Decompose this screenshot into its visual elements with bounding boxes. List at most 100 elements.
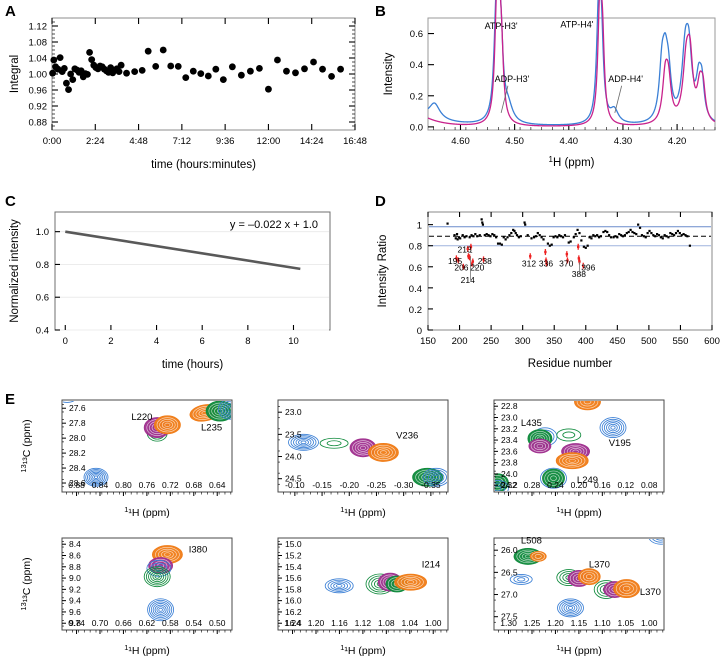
nmr-subplot-E3: 22.823.0 23.223.423.6 23.824.024.20.32 0.28… bbox=[493, 399, 665, 520]
data-point bbox=[508, 234, 511, 237]
data-point bbox=[515, 234, 519, 237]
x-tick-label: -0.35 bbox=[421, 480, 441, 490]
panel-d-label: D bbox=[375, 193, 386, 210]
data-point bbox=[588, 236, 591, 239]
y-tick-label: 0.4 bbox=[409, 284, 422, 295]
data-point bbox=[228, 63, 236, 71]
residue-annotation: 206 bbox=[454, 262, 468, 272]
data-point bbox=[688, 244, 692, 247]
contour-area bbox=[288, 433, 447, 487]
y-tick-label: 23.4 bbox=[501, 435, 518, 445]
nmr-contour bbox=[153, 415, 181, 435]
data-point bbox=[197, 70, 205, 77]
data-point bbox=[56, 54, 64, 61]
x-tick-label: 1.20 bbox=[547, 618, 564, 628]
data-point bbox=[453, 234, 456, 237]
x-tick-label: 16:48 bbox=[343, 136, 367, 147]
nmr-contour bbox=[63, 401, 75, 403]
data-point bbox=[167, 62, 175, 70]
data-point bbox=[544, 250, 547, 254]
data-point bbox=[131, 68, 139, 75]
nmr-contour bbox=[495, 482, 506, 491]
data-point bbox=[655, 233, 659, 236]
x-tick-label: 0.24 bbox=[547, 480, 564, 490]
x-tick-label: 2:24 bbox=[86, 136, 105, 147]
data-point bbox=[657, 234, 661, 237]
x-axis-title: 1¹H (ppm) bbox=[340, 643, 386, 658]
data-point bbox=[50, 56, 58, 64]
data-point bbox=[554, 235, 557, 238]
data-point bbox=[638, 226, 642, 229]
data-point bbox=[577, 257, 581, 260]
peak-label: I380 bbox=[189, 545, 208, 556]
data-point bbox=[485, 233, 488, 236]
nmr-contour bbox=[85, 469, 107, 486]
y-tick-label: 9.4 bbox=[69, 596, 81, 606]
x-tick-label: 2 bbox=[108, 336, 113, 347]
data-point bbox=[49, 69, 57, 77]
x-axis-title: 1¹H (ppm) bbox=[556, 643, 602, 658]
x-tick-label: 4.60 bbox=[451, 136, 470, 147]
data-point bbox=[524, 223, 527, 226]
nmr-contour bbox=[222, 402, 231, 416]
nmr-contour bbox=[561, 601, 580, 615]
x-tick-label: 550 bbox=[673, 336, 689, 347]
x-tick-label: 4.30 bbox=[614, 136, 633, 147]
nmr-contour bbox=[555, 452, 589, 470]
data-point bbox=[606, 230, 609, 234]
x-tick-label: 400 bbox=[578, 336, 594, 347]
data-point bbox=[682, 233, 685, 236]
peak-annotation: ATP-H4' bbox=[560, 19, 593, 29]
nmr-contour bbox=[603, 420, 623, 435]
data-point bbox=[545, 262, 548, 265]
data-point bbox=[483, 234, 486, 237]
data-point bbox=[654, 235, 657, 238]
plot-frame bbox=[61, 537, 233, 631]
data-point bbox=[558, 234, 561, 237]
data-point bbox=[517, 236, 520, 239]
y-tick-label: 28.0 bbox=[69, 433, 86, 443]
y-tick-label: 15.8 bbox=[285, 584, 302, 594]
y-tick-label: 1.00 bbox=[29, 70, 48, 81]
data-point bbox=[650, 231, 653, 235]
nmr-contour bbox=[288, 433, 319, 451]
data-point bbox=[495, 236, 498, 239]
data-point bbox=[481, 223, 485, 226]
data-point bbox=[67, 70, 75, 78]
y-tick-label: 0.88 bbox=[29, 118, 48, 129]
nmr-contour bbox=[648, 539, 663, 545]
x-tick-label: 600 bbox=[704, 336, 720, 347]
data-point bbox=[468, 256, 471, 259]
data-point bbox=[550, 243, 553, 246]
data-point bbox=[487, 234, 490, 237]
nmr-contour bbox=[64, 392, 70, 396]
y-tick-label: 23.2 bbox=[501, 424, 518, 434]
nmr-contour bbox=[148, 569, 167, 584]
x-tick-label: 1.04 bbox=[402, 618, 419, 628]
x-tick-label: -0.30 bbox=[394, 480, 414, 490]
x-tick-label: 0.16 bbox=[594, 480, 611, 490]
y-tick-label: 24.0 bbox=[501, 469, 518, 479]
data-point bbox=[84, 71, 91, 78]
data-point bbox=[86, 49, 93, 56]
data-point bbox=[676, 229, 680, 233]
peak-label: L435 bbox=[521, 418, 542, 429]
x-tick-label: 1.25 bbox=[524, 618, 541, 628]
nmr-contour bbox=[92, 474, 100, 481]
x-tick-label: 0 bbox=[63, 336, 68, 347]
data-point bbox=[599, 235, 603, 238]
y-tick-label: 1.08 bbox=[29, 38, 48, 49]
data-point bbox=[455, 233, 459, 236]
nmr-contour bbox=[326, 440, 342, 447]
data-point bbox=[319, 65, 326, 73]
y-tick-label: 23.0 bbox=[501, 412, 518, 422]
x-tick-label: 0.12 bbox=[618, 480, 635, 490]
data-point bbox=[540, 236, 543, 239]
x-tick-label: -0.25 bbox=[367, 480, 387, 490]
x-tick-label: 0.54 bbox=[186, 618, 203, 628]
data-point bbox=[669, 231, 672, 235]
x-tick-label: 0.88 bbox=[68, 480, 85, 490]
x-axis-title: 1¹H (ppm) bbox=[556, 505, 602, 520]
nmr-contour bbox=[574, 401, 601, 411]
data-point bbox=[642, 235, 645, 238]
